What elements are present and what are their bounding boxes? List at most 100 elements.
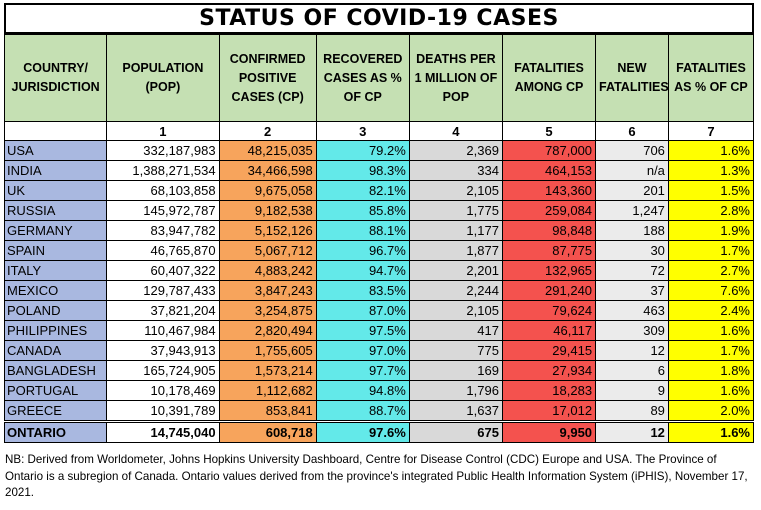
fatalities-cell: 46,117 — [501, 320, 597, 341]
fatality-pct-cell: 2.8% — [667, 200, 755, 221]
country-cell: MEXICO — [3, 280, 108, 301]
header-new-fatalities: NEW FATALITIES — [595, 34, 669, 122]
column-number: 6 — [595, 121, 669, 141]
fatalities-cell: 464,153 — [501, 160, 597, 181]
deaths-per-million-cell: 2,105 — [408, 180, 503, 201]
total-fatalities-cell: 9,950 — [501, 420, 597, 443]
covid-status-table-frame: STATUS OF COVID-19 CASES COUNTRY/ JURISD… — [3, 3, 755, 443]
table-row: PHILIPPINES 110,467,984 2,820,494 97.5% 417 4… — [3, 320, 755, 341]
confirmed-cell: 1,112,682 — [218, 380, 317, 401]
fatalities-cell: 291,240 — [501, 280, 597, 301]
confirmed-cell: 2,820,494 — [218, 320, 317, 341]
country-cell: PHILIPPINES — [3, 320, 108, 341]
column-number-row: 1 2 3 4 5 6 7 — [3, 121, 755, 141]
population-cell: 37,943,913 — [106, 340, 220, 361]
population-cell: 83,947,782 — [106, 220, 220, 241]
table-row: POLAND 37,821,204 3,254,875 87.0% 2,105 79,62… — [3, 300, 755, 321]
total-population-cell: 14,745,040 — [106, 420, 220, 443]
country-cell: POLAND — [3, 300, 108, 321]
confirmed-cell: 9,675,058 — [218, 180, 317, 201]
deaths-per-million-cell: 2,201 — [408, 260, 503, 281]
total-row: ONTARIO 14,745,040 608,718 97.6% 675 9,950 12 1… — [3, 420, 755, 443]
population-cell: 129,787,433 — [106, 280, 220, 301]
country-cell: RUSSIA — [3, 200, 108, 221]
confirmed-cell: 3,254,875 — [218, 300, 317, 321]
fatality-pct-cell: 1.7% — [667, 240, 755, 261]
confirmed-cell: 48,215,035 — [218, 140, 317, 161]
deaths-per-million-cell: 2,244 — [408, 280, 503, 301]
column-number-blank — [3, 121, 108, 141]
country-cell: USA — [3, 140, 108, 161]
new-fatalities-cell: 89 — [595, 400, 669, 422]
table-row: RUSSIA 145,972,787 9,182,538 85.8% 1,775 259,… — [3, 200, 755, 221]
table-row: UK 68,103,858 9,675,058 82.1% 2,105 143,360 20… — [3, 180, 755, 201]
fatality-pct-cell: 1.6% — [667, 320, 755, 341]
population-cell: 145,972,787 — [106, 200, 220, 221]
new-fatalities-cell: 6 — [595, 360, 669, 381]
column-number: 4 — [408, 121, 503, 141]
fatalities-cell: 132,965 — [501, 260, 597, 281]
confirmed-cell: 853,841 — [218, 400, 317, 422]
fatality-pct-cell: 2.7% — [667, 260, 755, 281]
country-cell: SPAIN — [3, 240, 108, 261]
fatalities-cell: 98,848 — [501, 220, 597, 241]
header-confirmed-cases: CONFIRMED POSITIVE CASES (CP) — [218, 34, 317, 122]
country-cell: GERMANY — [3, 220, 108, 241]
recovered-pct-cell: 94.7% — [315, 260, 410, 281]
recovered-pct-cell: 97.5% — [315, 320, 410, 341]
confirmed-cell: 5,152,126 — [218, 220, 317, 241]
fatality-pct-cell: 1.3% — [667, 160, 755, 181]
new-fatalities-cell: 30 — [595, 240, 669, 261]
new-fatalities-cell: 12 — [595, 340, 669, 361]
deaths-per-million-cell: 1,877 — [408, 240, 503, 261]
table-body: COUNTRY/ JURISDICTION POPULATION (POP) C… — [3, 34, 755, 443]
column-number: 2 — [218, 121, 317, 141]
fatality-pct-cell: 1.6% — [667, 140, 755, 161]
country-cell: PORTUGAL — [3, 380, 108, 401]
table-row: CANADA 37,943,913 1,755,605 97.0% 775 29,415 1… — [3, 340, 755, 361]
recovered-pct-cell: 98.3% — [315, 160, 410, 181]
country-cell: ITALY — [3, 260, 108, 281]
fatality-pct-cell: 1.6% — [667, 380, 755, 401]
fatalities-cell: 27,934 — [501, 360, 597, 381]
new-fatalities-cell: 706 — [595, 140, 669, 161]
deaths-per-million-cell: 1,637 — [408, 400, 503, 422]
population-cell: 37,821,204 — [106, 300, 220, 321]
recovered-pct-cell: 79.2% — [315, 140, 410, 161]
recovered-pct-cell: 97.7% — [315, 360, 410, 381]
fatality-pct-cell: 1.5% — [667, 180, 755, 201]
recovered-pct-cell: 82.1% — [315, 180, 410, 201]
population-cell: 46,765,870 — [106, 240, 220, 261]
fatalities-cell: 17,012 — [501, 400, 597, 422]
header-fatality-pct: FATALITIES AS % OF CP — [667, 34, 755, 122]
fatality-pct-cell: 7.6% — [667, 280, 755, 301]
covid-status-table: COUNTRY/ JURISDICTION POPULATION (POP) C… — [3, 34, 755, 443]
new-fatalities-cell: 72 — [595, 260, 669, 281]
recovered-pct-cell: 94.8% — [315, 380, 410, 401]
fatality-pct-cell: 2.0% — [667, 400, 755, 422]
table-row: PORTUGAL 10,178,469 1,112,682 94.8% 1,796 18,… — [3, 380, 755, 401]
fatalities-cell: 87,775 — [501, 240, 597, 261]
new-fatalities-cell: 9 — [595, 380, 669, 401]
new-fatalities-cell: 309 — [595, 320, 669, 341]
header-recovered-pct: RECOVERED CASES AS % OF CP — [315, 34, 410, 122]
header-population: POPULATION (POP) — [106, 34, 220, 122]
new-fatalities-cell: 463 — [595, 300, 669, 321]
confirmed-cell: 3,847,243 — [218, 280, 317, 301]
country-cell: INDIA — [3, 160, 108, 181]
total-confirmed-cell: 608,718 — [218, 420, 317, 443]
table-row: INDIA 1,388,271,534 34,466,598 98.3% 334 464,… — [3, 160, 755, 181]
fatality-pct-cell: 1.8% — [667, 360, 755, 381]
new-fatalities-cell: 188 — [595, 220, 669, 241]
confirmed-cell: 1,573,214 — [218, 360, 317, 381]
recovered-pct-cell: 87.0% — [315, 300, 410, 321]
country-cell: UK — [3, 180, 108, 201]
table-row: MEXICO 129,787,433 3,847,243 83.5% 2,244 291,… — [3, 280, 755, 301]
recovered-pct-cell: 88.1% — [315, 220, 410, 241]
country-cell: CANADA — [3, 340, 108, 361]
column-number: 1 — [106, 121, 220, 141]
total-new-fatalities-cell: 12 — [595, 420, 669, 443]
column-number: 7 — [667, 121, 755, 141]
fatalities-cell: 79,624 — [501, 300, 597, 321]
deaths-per-million-cell: 1,775 — [408, 200, 503, 221]
